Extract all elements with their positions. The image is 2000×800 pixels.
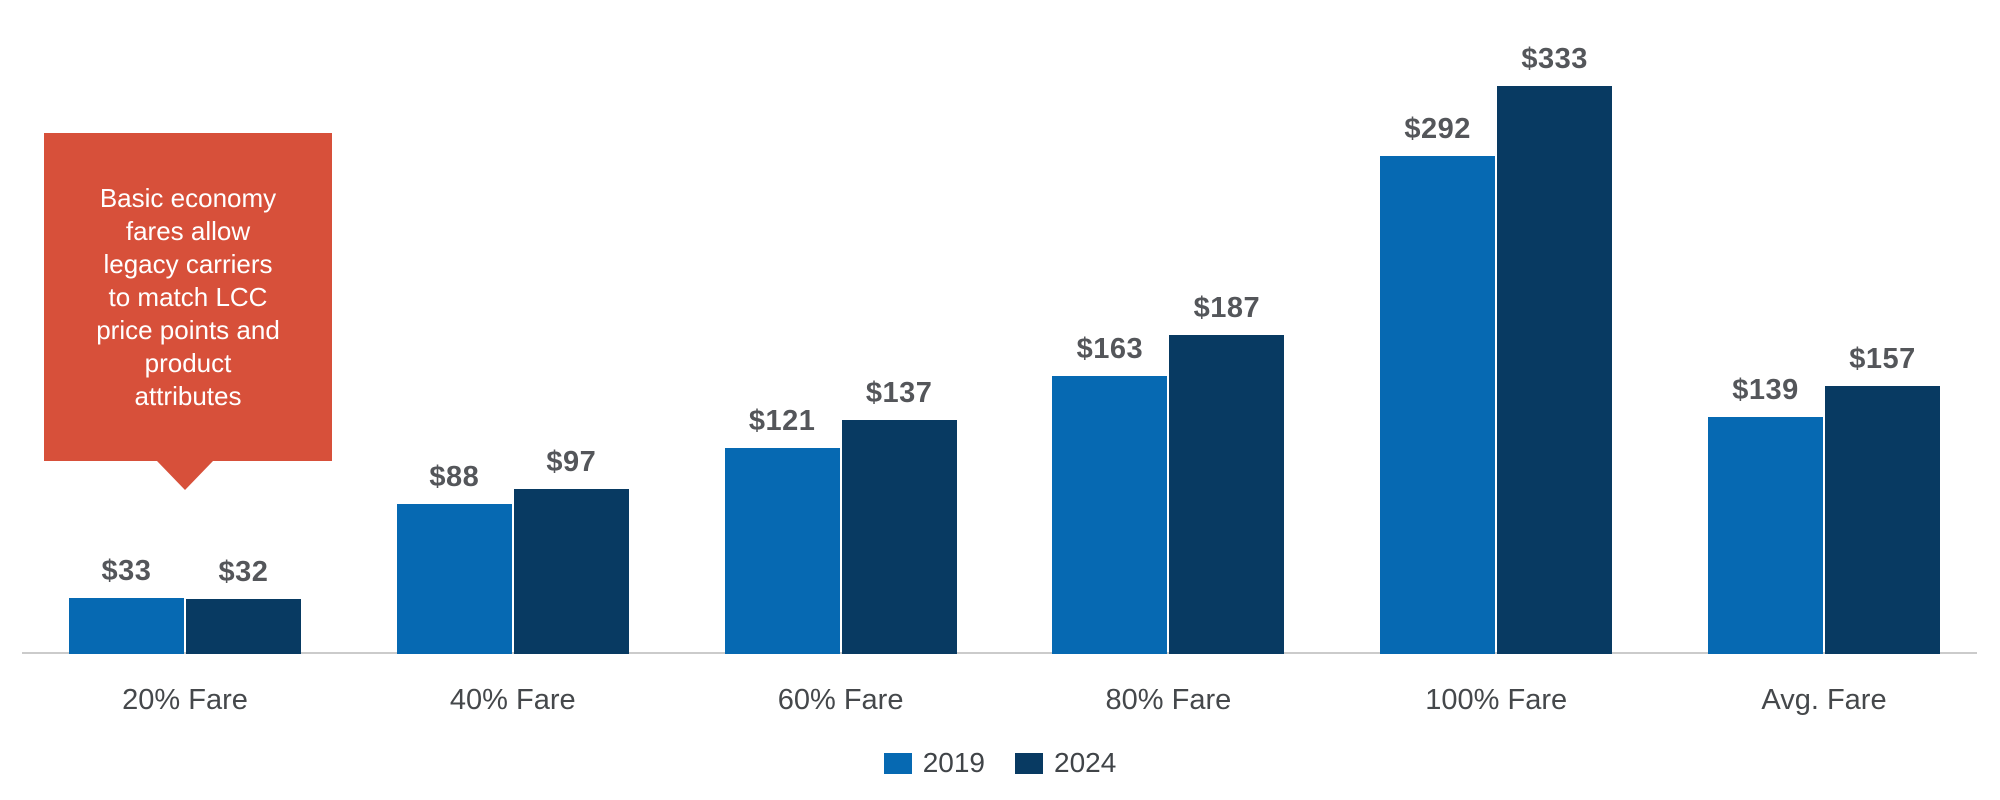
- value-label-2024-20-fare: $32: [218, 556, 269, 588]
- x-axis-line: [22, 652, 1977, 654]
- bar-2019-avg-fare: [1708, 417, 1823, 654]
- bar-2019-40-fare: [396, 504, 512, 654]
- legend-swatch-2024: [1015, 752, 1043, 774]
- value-label-2019-avg-fare: $139: [1732, 374, 1799, 406]
- bar-2024-20-fare: [186, 599, 301, 654]
- callout-annotation: Basic economy fares allow legacy carrier…: [44, 133, 332, 490]
- x-axis-label-20-fare: 20% Fare: [122, 684, 248, 716]
- x-axis-label-avg-fare: Avg. Fare: [1761, 684, 1887, 716]
- bar-2024-100-fare: [1497, 86, 1613, 654]
- x-axis-label-80-fare: 80% Fare: [1105, 684, 1232, 716]
- legend-swatch-2019: [883, 752, 912, 774]
- chart-legend: 2019 2024: [0, 747, 2000, 779]
- value-label-2019-60-fare: $121: [748, 405, 816, 437]
- legend-label-2024: 2024: [1054, 747, 1117, 778]
- bar-2019-60-fare: [724, 448, 840, 654]
- bar-2019-80-fare: [1052, 376, 1168, 654]
- legend-item-2019: 2019: [883, 747, 985, 779]
- value-label-2024-40-fare: $97: [546, 446, 597, 478]
- bar-2019-20-fare: [69, 598, 184, 654]
- value-label-2024-100-fare: $333: [1521, 43, 1588, 75]
- value-label-2024-80-fare: $187: [1193, 292, 1261, 324]
- callout-box: Basic economy fares allow legacy carrier…: [44, 133, 332, 461]
- bar-2024-80-fare: [1169, 335, 1285, 654]
- bar-2024-40-fare: [513, 489, 629, 654]
- value-label-2019-100-fare: $292: [1404, 113, 1471, 145]
- legend-item-2024: 2024: [1015, 747, 1116, 779]
- value-label-2024-60-fare: $137: [865, 377, 933, 409]
- x-axis-label-100-fare: 100% Fare: [1425, 684, 1568, 716]
- value-label-2019-80-fare: $163: [1076, 333, 1144, 365]
- callout-text: Basic economy fares allow legacy carrier…: [96, 182, 280, 411]
- x-axis-label-60-fare: 60% Fare: [777, 684, 904, 716]
- value-label-2024-avg-fare: $157: [1849, 343, 1916, 375]
- legend-label-2019: 2019: [922, 747, 985, 778]
- value-label-2019-40-fare: $88: [429, 461, 480, 493]
- value-label-2019-20-fare: $33: [101, 555, 152, 587]
- bar-2019-100-fare: [1380, 156, 1496, 654]
- bar-2024-60-fare: [841, 420, 957, 654]
- x-axis-label-40-fare: 40% Fare: [449, 684, 576, 716]
- bar-2024-avg-fare: [1825, 386, 1940, 654]
- callout-arrow-down-icon: [157, 461, 213, 490]
